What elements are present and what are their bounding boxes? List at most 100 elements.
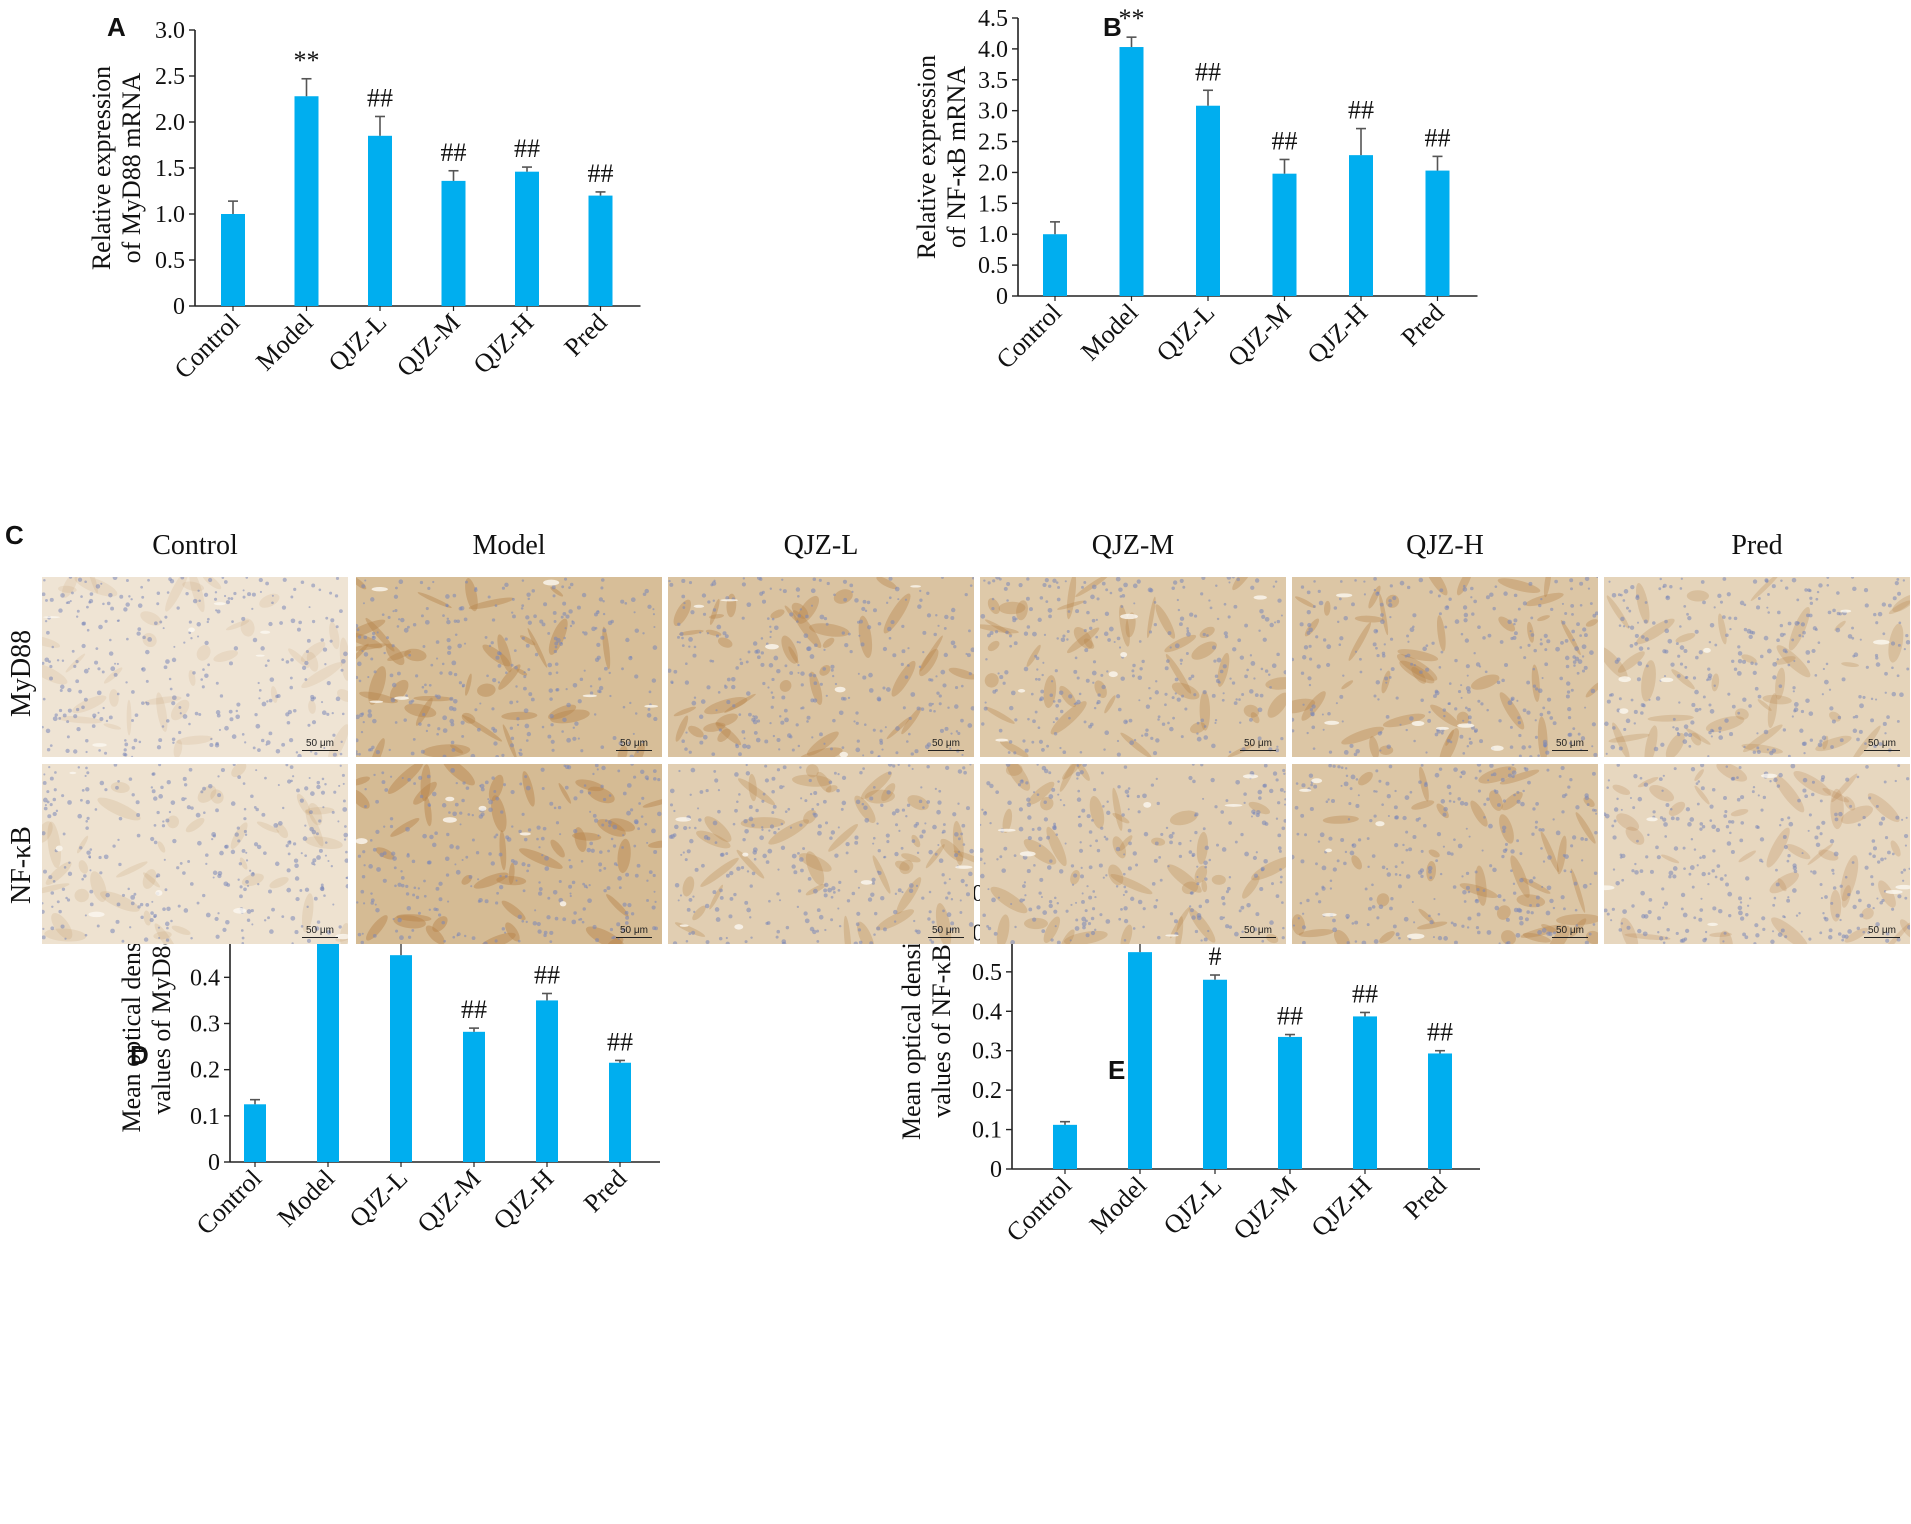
bar-qjz-m bbox=[463, 1031, 485, 1162]
category-label: Pred bbox=[1396, 298, 1450, 352]
significance-label: ## bbox=[1427, 1018, 1453, 1047]
panel-letter-b: B bbox=[1103, 12, 1122, 42]
ihc-row-label: NF-κB bbox=[6, 826, 37, 904]
bar-control bbox=[1053, 1124, 1077, 1169]
ihc-column-label: QJZ-M bbox=[1091, 530, 1175, 561]
bar-qjz-l bbox=[1196, 105, 1220, 296]
ihc-image-nfb-control: 50 μm bbox=[42, 764, 348, 944]
scale-bar: 50 μm bbox=[1864, 926, 1900, 938]
y-tick-label: 2.5 bbox=[155, 64, 185, 90]
scale-bar: 50 μm bbox=[1240, 926, 1276, 938]
y-tick-label: 1.0 bbox=[978, 222, 1008, 248]
bar-qjz-m bbox=[1278, 1036, 1302, 1169]
y-tick-label: 2.0 bbox=[155, 110, 185, 136]
ihc-image-nfb-qjz-h: 50 μm bbox=[1292, 764, 1598, 944]
y-tick-label: 0.3 bbox=[972, 1039, 1002, 1065]
panel-letter-a: A bbox=[107, 12, 126, 42]
y-tick-label: 1.5 bbox=[978, 191, 1008, 217]
y-tick-label: 0.5 bbox=[978, 253, 1008, 279]
bar-model bbox=[1119, 47, 1144, 297]
panel-letter-d: D bbox=[130, 1040, 149, 1070]
y-tick-label: 0 bbox=[173, 294, 185, 320]
bar-qjz-l bbox=[1203, 979, 1227, 1169]
y-axis-label: of MyD88 mRNA bbox=[117, 72, 146, 263]
bar-pred bbox=[1425, 170, 1450, 296]
ihc-row-label: MyD88 bbox=[6, 629, 37, 717]
y-tick-label: 0.4 bbox=[190, 965, 220, 991]
y-axis-label: values of MyD88 bbox=[147, 933, 176, 1115]
y-tick-label: 0.4 bbox=[972, 999, 1002, 1025]
scale-bar: 50 μm bbox=[1552, 739, 1588, 751]
significance-label: ## bbox=[367, 83, 393, 112]
bar-model bbox=[1128, 952, 1152, 1169]
ihc-image-nfb-model: 50 μm bbox=[356, 764, 662, 944]
y-tick-label: 3.0 bbox=[155, 18, 185, 44]
y-tick-label: 0.1 bbox=[972, 1118, 1002, 1144]
category-label: QJZ-M bbox=[1228, 1171, 1303, 1246]
myd88-mrna-bar-chart: 0 0.5 1.0 1.5 2.0 2.5 3.0 Relative expression of… bbox=[87, 18, 641, 384]
ihc-image-myd88-control: 50 μm bbox=[42, 577, 348, 757]
y-tick-label: 3.0 bbox=[978, 99, 1008, 125]
category-label: QJZ-H bbox=[488, 1164, 560, 1236]
significance-label: ## bbox=[588, 159, 614, 188]
category-label: QJZ-L bbox=[1158, 1171, 1228, 1241]
category-label: QJZ-M bbox=[1222, 298, 1297, 373]
y-axis-label: of NF-κB mRNA bbox=[942, 66, 971, 248]
category-label: QJZ-M bbox=[391, 308, 466, 383]
scale-bar: 50 μm bbox=[616, 739, 652, 751]
scale-bar: 50 μm bbox=[928, 739, 964, 751]
y-tick-label: 2.5 bbox=[978, 130, 1008, 156]
significance-label: # bbox=[1209, 942, 1222, 971]
ihc-image-myd88-qjz-l: 50 μm bbox=[668, 577, 974, 757]
category-label: QJZ-H bbox=[468, 308, 540, 380]
category-label: QJZ-H bbox=[1302, 298, 1374, 370]
y-tick-label: 0 bbox=[996, 284, 1008, 310]
y-tick-label: 3.5 bbox=[978, 68, 1008, 94]
y-tick-label: 1.0 bbox=[155, 202, 185, 228]
ihc-column-label: QJZ-H bbox=[1406, 530, 1484, 561]
scale-bar: 50 μm bbox=[302, 739, 338, 751]
scale-bar: 50 μm bbox=[616, 926, 652, 938]
y-tick-label: 1.5 bbox=[155, 156, 185, 182]
category-label: QJZ-L bbox=[323, 308, 393, 378]
ihc-column-label: Pred bbox=[1731, 530, 1783, 561]
bar-qjz-h bbox=[536, 1000, 558, 1162]
myd88-optical-density-bar-chart: 00.10.20.30.40.50.6Mean optical densityv… bbox=[117, 873, 660, 1241]
significance-label: ## bbox=[1195, 57, 1221, 86]
bar-pred bbox=[1428, 1053, 1452, 1169]
y-tick-label: 0 bbox=[208, 1150, 220, 1176]
category-label: Model bbox=[1075, 298, 1144, 367]
ihc-image-nfb-qjz-m: 50 μm bbox=[980, 764, 1286, 944]
category-label: Model bbox=[272, 1164, 341, 1233]
category-label: QJZ-H bbox=[1306, 1171, 1378, 1243]
category-label: Model bbox=[1084, 1171, 1153, 1240]
y-tick-label: 0.1 bbox=[190, 1104, 220, 1130]
y-tick-label: 4.0 bbox=[978, 37, 1008, 63]
scale-bar: 50 μm bbox=[928, 926, 964, 938]
y-tick-label: 0 bbox=[990, 1157, 1002, 1183]
scale-bar: 50 μm bbox=[1240, 739, 1276, 751]
y-tick-label: 0.5 bbox=[972, 960, 1002, 986]
significance-label: ## bbox=[1277, 1002, 1303, 1031]
nfkb-mrna-bar-chart: 0 0.5 1.0 1.5 2.0 2.5 3.0 3.5 4.0 4.5 Relative exp… bbox=[912, 4, 1478, 374]
y-axis-label: Mean optical density bbox=[897, 922, 926, 1140]
ihc-column-label: QJZ-L bbox=[783, 530, 859, 561]
category-label: QJZ-L bbox=[344, 1164, 414, 1234]
y-tick-label: 2.0 bbox=[978, 160, 1008, 186]
significance-label: ## bbox=[1348, 96, 1374, 125]
category-label: Pred bbox=[559, 308, 613, 362]
bar-qjz-l bbox=[368, 135, 392, 306]
bar-model bbox=[294, 96, 319, 307]
bar-qjz-h bbox=[1353, 1016, 1377, 1169]
significance-label: ## bbox=[534, 960, 560, 989]
ihc-image-nfb-qjz-l: 50 μm bbox=[668, 764, 974, 944]
y-tick-label: 0.2 bbox=[190, 1058, 220, 1084]
bar-control bbox=[1043, 234, 1067, 296]
ihc-image-nfb-pred: 50 μm bbox=[1604, 764, 1910, 944]
ihc-image-myd88-qjz-h: 50 μm bbox=[1292, 577, 1598, 757]
significance-label: ## bbox=[441, 138, 467, 167]
category-label: QJZ-L bbox=[1151, 298, 1221, 368]
bar-control bbox=[221, 214, 245, 306]
category-label: Control bbox=[191, 1164, 268, 1241]
significance-label: ## bbox=[607, 1027, 633, 1056]
